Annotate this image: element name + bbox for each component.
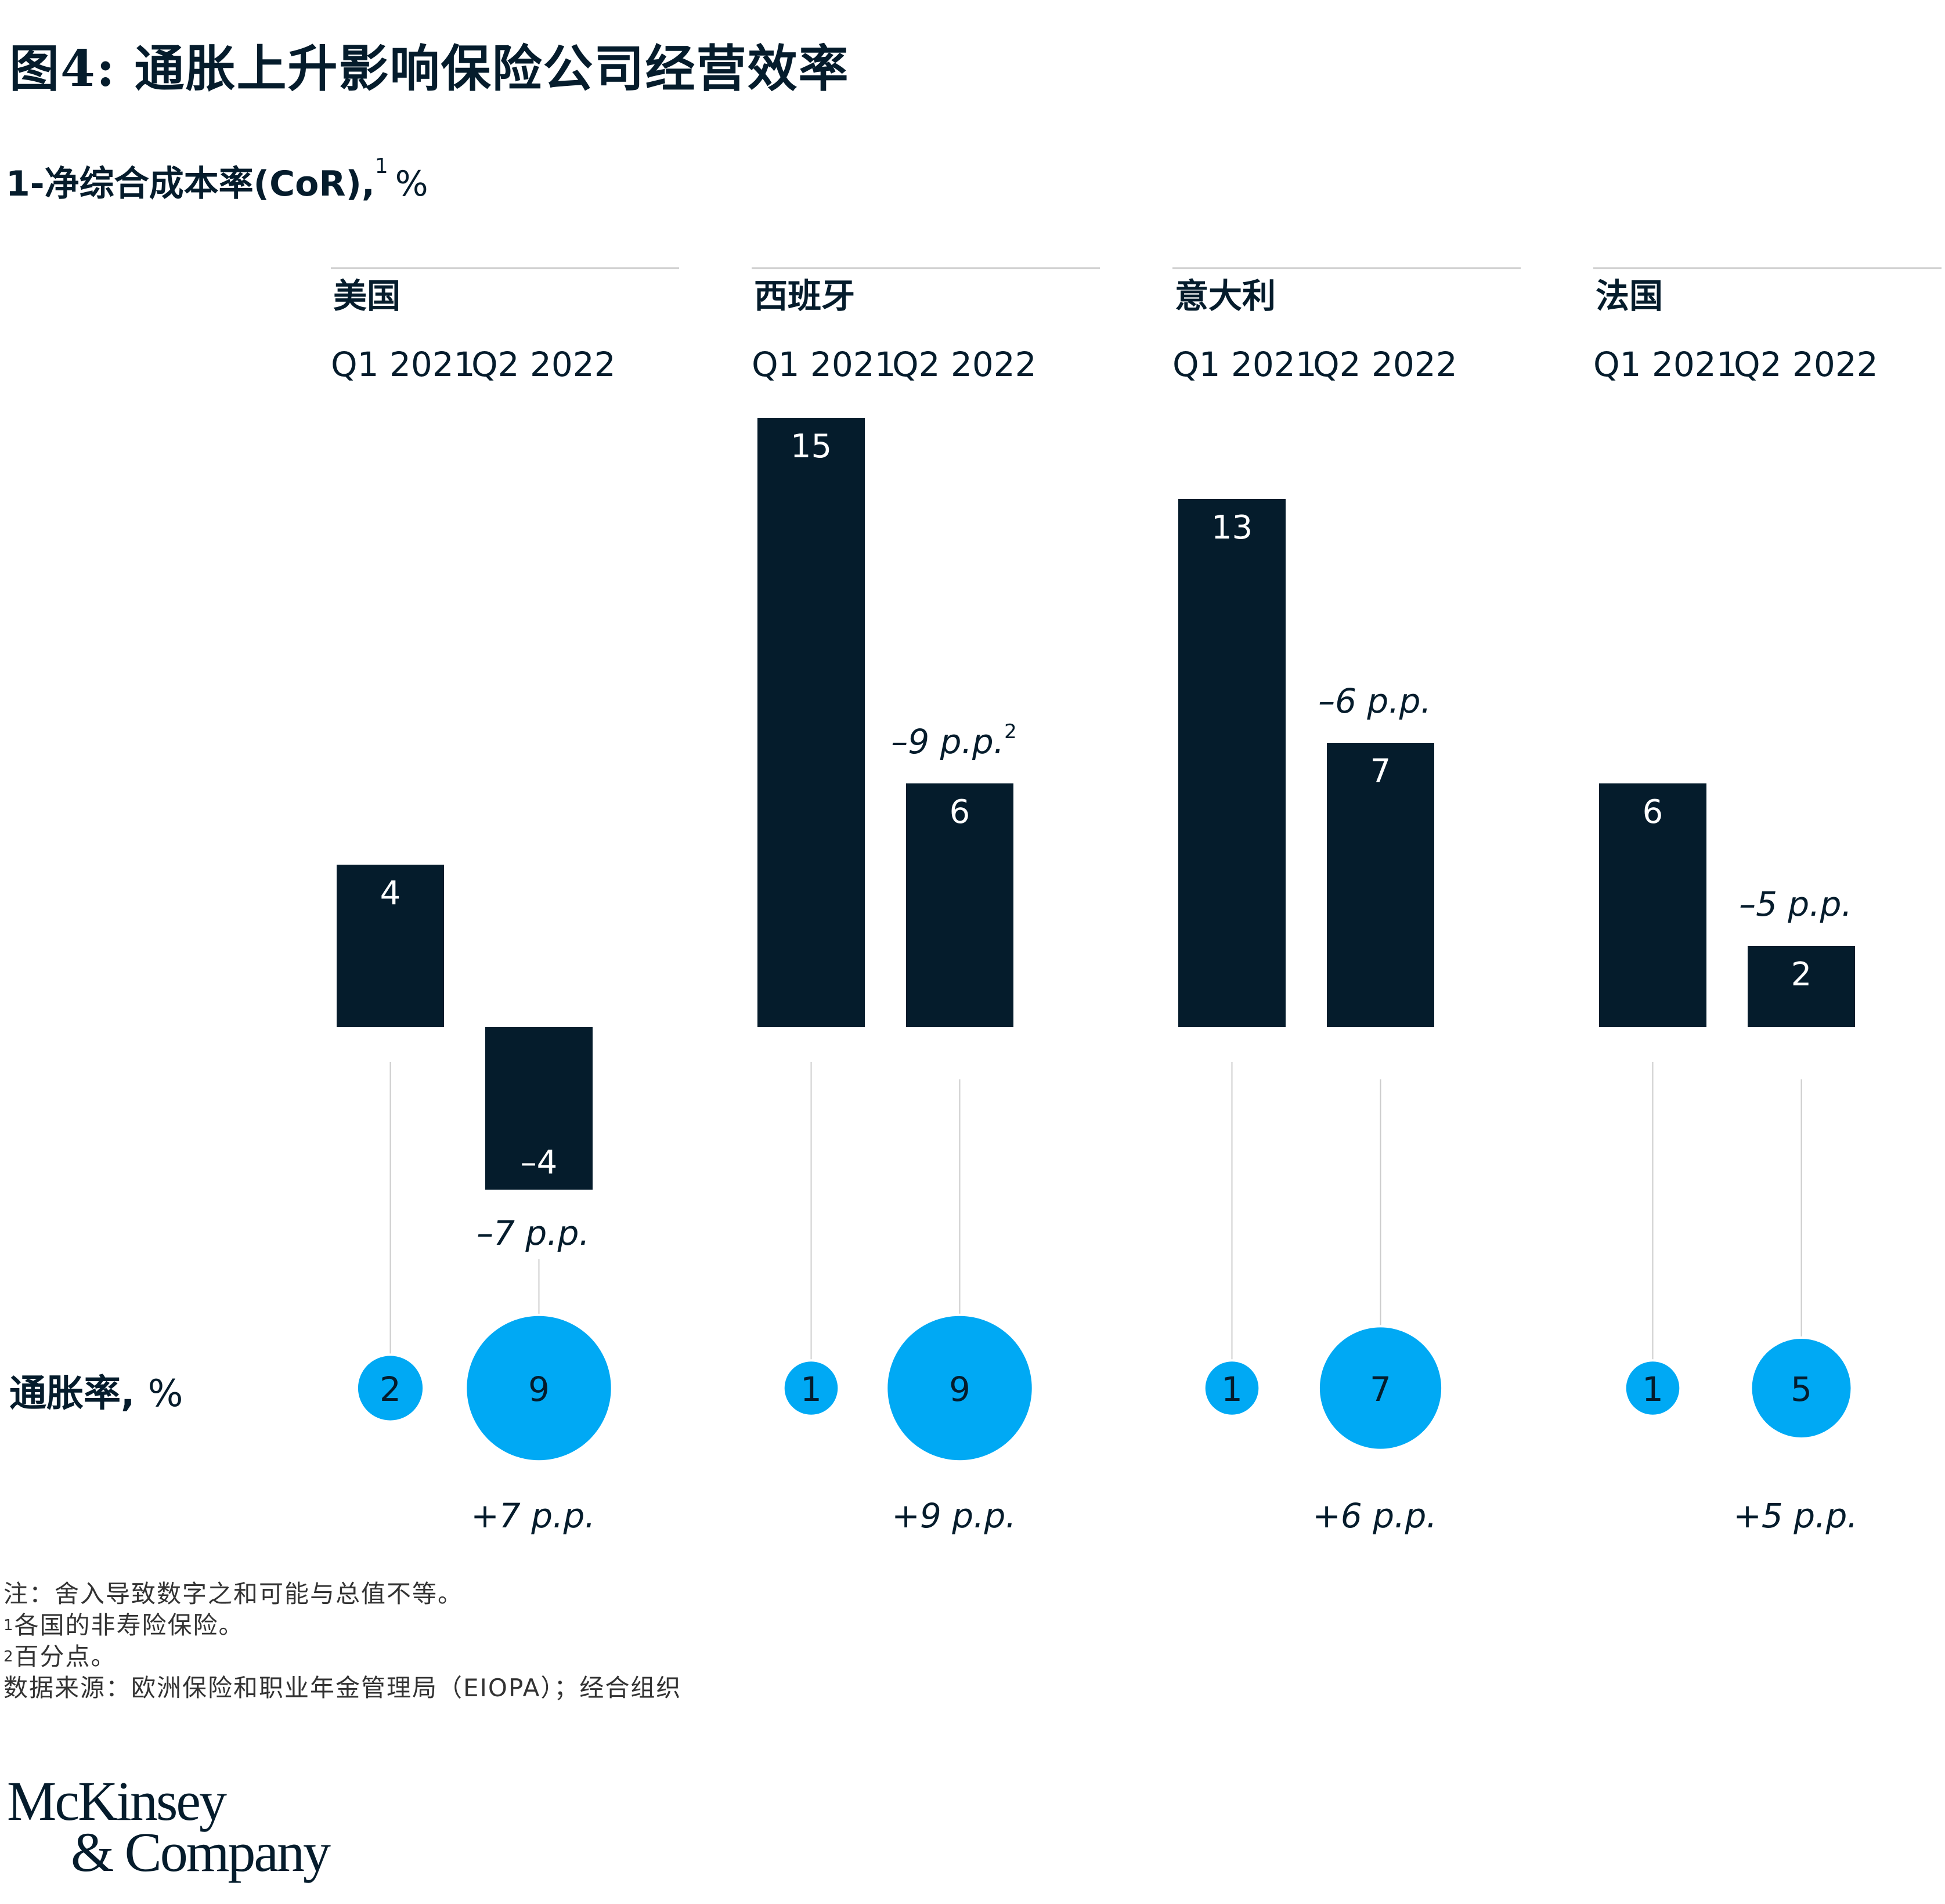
bar-value-label: 7 [1370,753,1391,790]
inflation-row-label: 通胀率, % [9,1364,183,1417]
country-label: 美国 [333,276,400,316]
inflation-change-label: +9 p.p. [892,1496,1016,1536]
bar [1748,946,1855,1027]
footnote-rounding: 注：舍入导致数字之和可能与总值不等。 [3,1578,681,1610]
source-note: 数据来源：欧洲保险和职业年金管理局（EIOPA）；经合组织 [3,1672,681,1704]
inflation-value-label: 9 [528,1370,550,1409]
inflation-change-label: +5 p.p. [1733,1496,1857,1536]
period-label: Q2 2022 [1313,345,1457,384]
bar [1178,499,1286,1027]
chart-subtitle: 1-净综合成本率(CoR),1% [6,154,428,206]
inflation-value-label: 1 [1642,1370,1663,1409]
subtitle-text: 1-净综合成本率(CoR), [6,164,375,204]
inflation-bubble [887,1316,1032,1461]
logo-line-2: & Company [71,1821,331,1883]
subtitle-unit: % [395,164,428,204]
chart-title: 图4: 通胀上升影响保险公司经营效率 [9,39,850,98]
inflation-bubble [784,1361,838,1415]
bar [757,418,865,1027]
footnote-0-text: 注：舍入导致数字之和可能与总值不等。 [3,1580,464,1608]
bar-value-label: 15 [791,428,832,465]
inflation-change-label: +6 p.p. [1312,1496,1437,1536]
footnote-2: 2百分点。 [3,1641,681,1672]
cor-change-footnote: 2 [1004,720,1017,743]
period-label: Q2 2022 [471,345,616,384]
bar-value-label: 6 [1643,793,1663,831]
subtitle-footnote-ref: 1 [374,154,388,178]
footnote-2-marker: 2 [3,1648,15,1665]
bar-value-label: 4 [380,875,401,912]
bar-value-label: 13 [1211,509,1253,547]
logo-line-1: McKinsey [7,1770,227,1832]
inflation-bubble [1205,1361,1259,1415]
footnote-2-text: 百分点。 [14,1642,117,1671]
footnote-1-marker: 1 [3,1617,15,1634]
inflation-label-unit: % [147,1372,183,1415]
bar-value-label: 6 [950,793,970,831]
period-label: Q2 2022 [892,345,1037,384]
inflation-bubble [358,1356,423,1421]
mckinsey-logo: McKinsey & Company [7,1770,331,1883]
period-label: Q1 2021 [1593,345,1738,384]
footnotes: 注：舍入导致数字之和可能与总值不等。 1各国的非寿险保险。 2百分点。 数据来源… [3,1578,681,1704]
inflation-change-label: +7 p.p. [471,1496,595,1536]
footnote-1: 1各国的非寿险保险。 [3,1610,681,1641]
cor-change-label: –6 p.p. [1318,681,1431,721]
period-label: Q1 2021 [752,345,896,384]
bar-value-label: –4 [521,1144,558,1182]
period-label: Q2 2022 [1734,345,1878,384]
period-label: Q1 2021 [331,345,475,384]
country-label: 意大利 [1175,276,1276,316]
period-label: Q1 2021 [1172,345,1317,384]
cor-change-label: –7 p.p. [477,1213,590,1253]
country-label: 法国 [1596,276,1663,316]
source-text: 数据来源：欧洲保险和职业年金管理局（EIOPA）；经合组织 [3,1674,682,1702]
inflation-bubble [1319,1327,1442,1449]
inflation-value-label: 2 [380,1370,401,1409]
inflation-value-label: 1 [800,1370,822,1409]
inflation-bubble [1752,1339,1851,1437]
inflation-value-label: 1 [1221,1370,1243,1409]
inflation-value-label: 7 [1370,1370,1391,1409]
country-label: 西班牙 [754,276,855,316]
footnote-1-text: 各国的非寿险保险。 [14,1611,244,1639]
inflation-value-label: 9 [949,1370,970,1409]
bar [1599,783,1706,1027]
bar [1327,743,1434,1027]
cor-change-label: –5 p.p. [1739,884,1852,924]
bar [906,783,1013,1027]
inflation-label-text: 通胀率, [9,1372,135,1415]
bar-value-label: 2 [1791,956,1812,993]
bar [485,1027,593,1190]
bar [337,865,444,1027]
cor-change-label: –9 p.p.2 [891,720,1016,761]
inflation-value-label: 5 [1791,1370,1812,1409]
inflation-bubble [467,1316,611,1461]
inflation-bubble [1626,1361,1680,1415]
